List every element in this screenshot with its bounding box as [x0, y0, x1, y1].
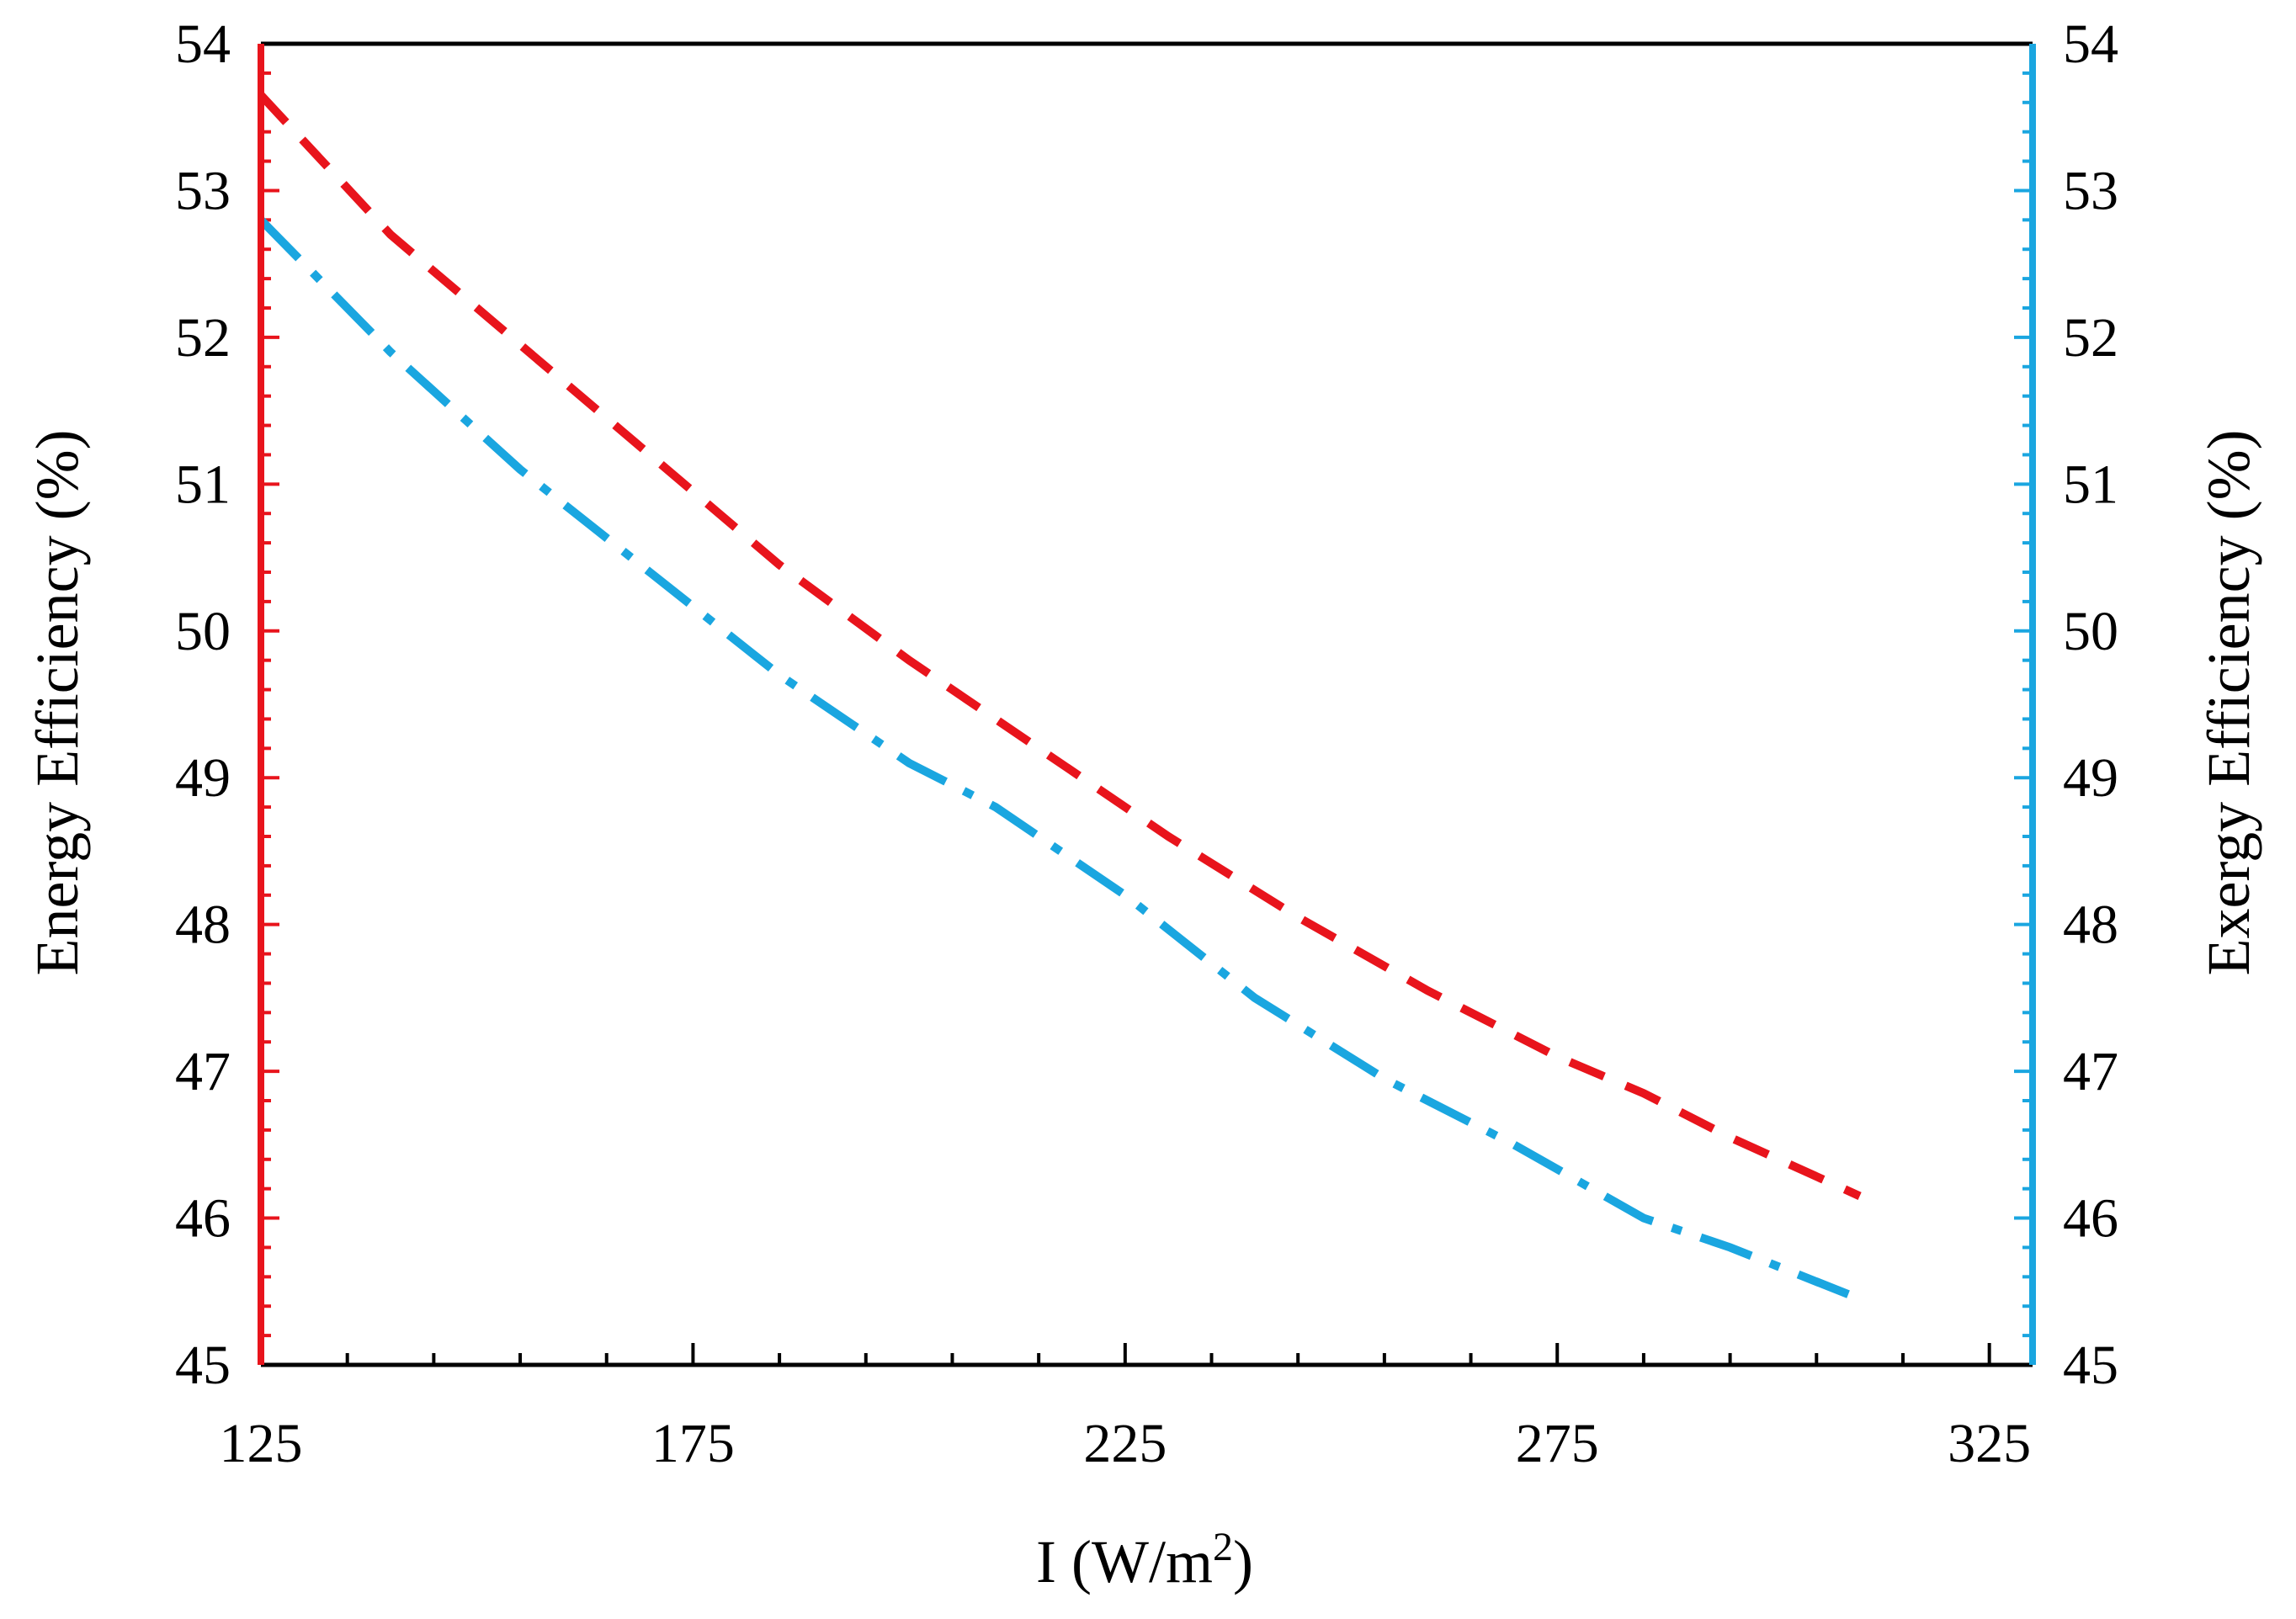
y-left-tick-label: 51 [175, 454, 231, 515]
tick-marks [259, 42, 2033, 1367]
tick-labels: 45 45 46 46 47 47 48 48 49 49 50 50 51 51 52 52 53 53 54 54… [175, 13, 2118, 1474]
y-left-tick-label: 45 [175, 1335, 231, 1396]
y-left-tick-label: 52 [175, 307, 231, 369]
y-left-tick-label: 46 [175, 1188, 231, 1250]
y-right-tick-label: 50 [2063, 601, 2118, 662]
energy-efficiency-line [258, 92, 1862, 1200]
x-axis-title: I (W/m2) [1036, 1525, 1253, 1595]
x-axis-title-main: I (W/m [1036, 1528, 1213, 1595]
y-right-tick-label: 47 [2063, 1041, 2118, 1102]
y-right-tick-label: 45 [2063, 1335, 2118, 1396]
x-axis-title-superscript: 2 [1213, 1525, 1233, 1569]
y-right-tick-label: 52 [2063, 307, 2118, 369]
x-tick-label: 225 [1083, 1413, 1167, 1474]
exergy-efficiency-line [258, 216, 1862, 1303]
y-left-tick-label: 54 [175, 13, 231, 75]
x-tick-label: 275 [1516, 1413, 1599, 1474]
y-left-tick-label: 53 [175, 160, 231, 221]
y-right-tick-label: 48 [2063, 894, 2118, 956]
y-right-tick-label: 46 [2063, 1188, 2118, 1250]
series-lines [258, 92, 1862, 1303]
y-left-tick-label: 49 [175, 747, 231, 809]
y-axis-left-title: Energy Efficiency (%) [24, 429, 91, 975]
x-tick-label: 325 [1948, 1413, 2031, 1474]
plot-frame [258, 41, 2036, 1367]
y-right-tick-label: 49 [2063, 747, 2118, 809]
y-left-tick-label: 50 [175, 601, 231, 662]
y-axis-right-title: Exergy Efficiency (%) [2195, 429, 2262, 975]
y-right-tick-label: 51 [2063, 454, 2118, 515]
x-tick-label: 175 [651, 1413, 735, 1474]
y-left-tick-label: 48 [175, 894, 231, 956]
x-tick-label: 125 [220, 1413, 303, 1474]
y-left-tick-label: 47 [175, 1041, 231, 1102]
y-right-tick-label: 54 [2063, 13, 2118, 75]
x-axis-title-close: ) [1233, 1528, 1253, 1595]
y-right-tick-label: 53 [2063, 160, 2118, 221]
